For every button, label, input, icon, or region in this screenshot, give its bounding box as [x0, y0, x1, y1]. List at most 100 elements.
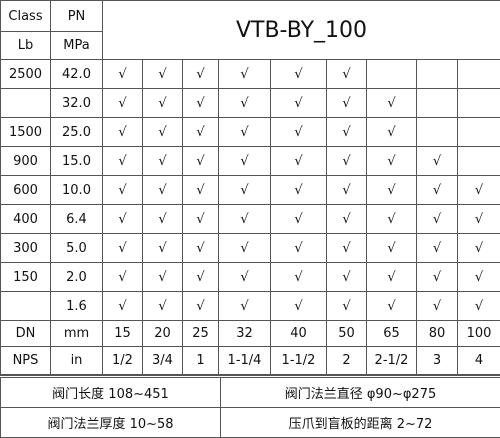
check-cell: √ [271, 147, 327, 176]
footer-cell: 阀门法兰厚度 10~58 [1, 408, 221, 438]
check-cell: √ [219, 176, 271, 205]
mpa-header: MPa [51, 32, 103, 60]
pn-cell: 2.0 [51, 263, 103, 292]
check-cell [417, 60, 458, 89]
check-cell: √ [327, 176, 367, 205]
nps-value: 1-1/2 [271, 347, 327, 375]
pn-cell: 42.0 [51, 60, 103, 89]
check-cell: √ [458, 234, 500, 263]
check-cell: √ [271, 205, 327, 234]
check-cell: √ [219, 89, 271, 118]
dn-value: 15 [103, 321, 143, 347]
check-cell: √ [103, 89, 143, 118]
dn-value: 20 [143, 321, 183, 347]
check-cell: √ [271, 89, 327, 118]
check-cell: √ [417, 234, 458, 263]
check-cell [458, 60, 500, 89]
check-cell: √ [367, 234, 417, 263]
check-cell: √ [103, 147, 143, 176]
class-cell: 150 [1, 263, 51, 292]
check-cell: √ [103, 263, 143, 292]
dn-value: 25 [183, 321, 219, 347]
check-cell: √ [367, 89, 417, 118]
row: 1.6√√√√√√√√√ [1, 292, 500, 321]
class-cell: 300 [1, 234, 51, 263]
check-cell: √ [367, 292, 417, 321]
nps-value: 4 [458, 347, 500, 375]
check-cell: √ [103, 292, 143, 321]
check-cell: √ [367, 118, 417, 147]
lb-header: Lb [1, 32, 51, 60]
check-cell: √ [219, 205, 271, 234]
check-cell: √ [327, 234, 367, 263]
check-cell: √ [143, 234, 183, 263]
check-cell: √ [327, 147, 367, 176]
footer-cell: 阀门长度 108~451 [1, 377, 221, 408]
check-cell: √ [327, 60, 367, 89]
dn-value: 80 [417, 321, 458, 347]
check-cell: √ [327, 89, 367, 118]
dn-value: 50 [327, 321, 367, 347]
check-cell: √ [143, 205, 183, 234]
dn-unit: mm [51, 321, 103, 347]
class-cell [1, 89, 51, 118]
check-cell: √ [183, 263, 219, 292]
check-cell: √ [143, 118, 183, 147]
check-cell: √ [271, 234, 327, 263]
check-cell [458, 89, 500, 118]
pn-cell: 15.0 [51, 147, 103, 176]
check-cell: √ [103, 60, 143, 89]
check-cell: √ [183, 147, 219, 176]
check-cell: √ [417, 147, 458, 176]
nps-value: 1-1/4 [219, 347, 271, 375]
check-cell: √ [271, 176, 327, 205]
dn-value: 32 [219, 321, 271, 347]
check-cell: √ [103, 118, 143, 147]
dn-value: 65 [367, 321, 417, 347]
pn-cell: 10.0 [51, 176, 103, 205]
check-cell: √ [103, 205, 143, 234]
pn-header: PN [51, 1, 103, 32]
pn-cell: 1.6 [51, 292, 103, 321]
check-cell: √ [183, 118, 219, 147]
check-cell: √ [417, 176, 458, 205]
pn-cell: 5.0 [51, 234, 103, 263]
pn-cell: 6.4 [51, 205, 103, 234]
check-cell: √ [458, 176, 500, 205]
check-cell: √ [219, 263, 271, 292]
check-cell [417, 118, 458, 147]
nps-value: 3/4 [143, 347, 183, 375]
class-cell: 2500 [1, 60, 51, 89]
nps-value: 2-1/2 [367, 347, 417, 375]
nps-value: 1/2 [103, 347, 143, 375]
check-cell: √ [417, 292, 458, 321]
check-cell: √ [219, 147, 271, 176]
check-cell: √ [219, 292, 271, 321]
check-cell: √ [103, 176, 143, 205]
check-cell: √ [143, 176, 183, 205]
nps-value: 3 [417, 347, 458, 375]
check-cell: √ [103, 234, 143, 263]
class-header: Class [1, 1, 51, 32]
check-cell: √ [143, 147, 183, 176]
dn-value: 40 [271, 321, 327, 347]
check-cell: √ [183, 234, 219, 263]
check-cell: √ [271, 118, 327, 147]
class-cell [1, 292, 51, 321]
check-cell: √ [183, 89, 219, 118]
check-cell: √ [417, 205, 458, 234]
check-cell: √ [327, 263, 367, 292]
check-cell: √ [183, 176, 219, 205]
check-cell: √ [183, 60, 219, 89]
check-cell: √ [219, 234, 271, 263]
dn-label: DN [1, 321, 51, 347]
nps-unit: in [51, 347, 103, 375]
